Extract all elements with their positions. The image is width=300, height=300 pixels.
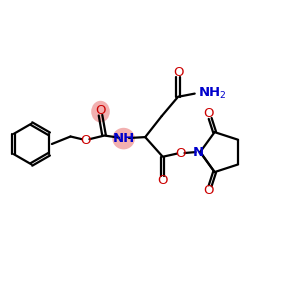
Text: O: O — [203, 107, 214, 120]
Text: N: N — [193, 146, 204, 159]
Text: NH: NH — [112, 132, 135, 145]
Text: O: O — [95, 104, 106, 118]
Text: NH$_2$: NH$_2$ — [198, 86, 226, 101]
Text: O: O — [176, 147, 186, 160]
Ellipse shape — [91, 101, 110, 122]
Text: O: O — [80, 134, 91, 147]
Text: O: O — [158, 174, 168, 187]
Text: O: O — [203, 184, 214, 197]
Text: O: O — [173, 66, 184, 79]
Ellipse shape — [112, 128, 135, 149]
